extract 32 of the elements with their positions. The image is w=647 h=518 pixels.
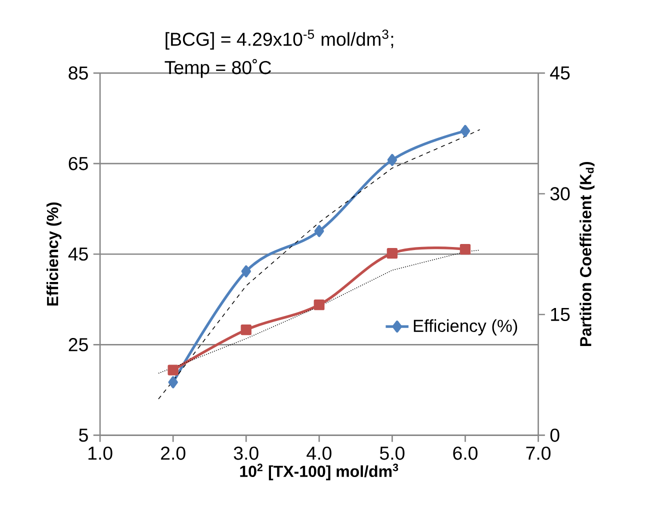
y-axis-title: Efficiency (%) <box>46 202 62 306</box>
x-axis-title: 10$^{2}$ [TX-100] mol/dm$^{3}$ <box>240 464 398 480</box>
text: [BCG] = 4.29x10$^{-5}$ mol/dm$^{3}$; <box>166 29 394 50</box>
point <box>460 124 470 137</box>
y2-tick-label: 45 <box>550 66 570 80</box>
y2-tick-label: 30 <box>550 187 570 200</box>
y-tick-label: 45 <box>68 247 88 261</box>
point <box>240 324 252 335</box>
point <box>241 265 251 278</box>
point <box>386 248 398 259</box>
point <box>387 154 398 166</box>
point <box>168 376 178 388</box>
y-tick-label: 25 <box>68 338 88 352</box>
point <box>314 299 324 310</box>
point <box>460 244 471 255</box>
x-tick-label: 4.0 <box>306 446 332 460</box>
y2-axis-title: Partition Coefficient (K$_{d}$) <box>580 162 595 346</box>
x-tick-label: 2.0 <box>161 446 186 460</box>
x-tick-label: 6.0 <box>453 446 478 460</box>
point <box>314 224 324 237</box>
y-tick-label: 85 <box>68 66 88 80</box>
x-tick-label: 7.0 <box>526 446 551 460</box>
x-tick-label: 3.0 <box>234 446 258 460</box>
x-tick-label: 1.0 <box>88 446 112 460</box>
annotation: Temp = 80˚C <box>164 58 272 78</box>
y-tick-label: 5 <box>79 428 88 442</box>
point <box>168 364 178 376</box>
y2-tick-label: 15 <box>551 308 570 321</box>
x-tick-label: 5.0 <box>380 446 404 460</box>
y2-tick-label: 0 <box>550 428 560 442</box>
legend-label: Efficiency (%) <box>414 319 518 336</box>
y-tick-label: 65 <box>68 156 88 170</box>
